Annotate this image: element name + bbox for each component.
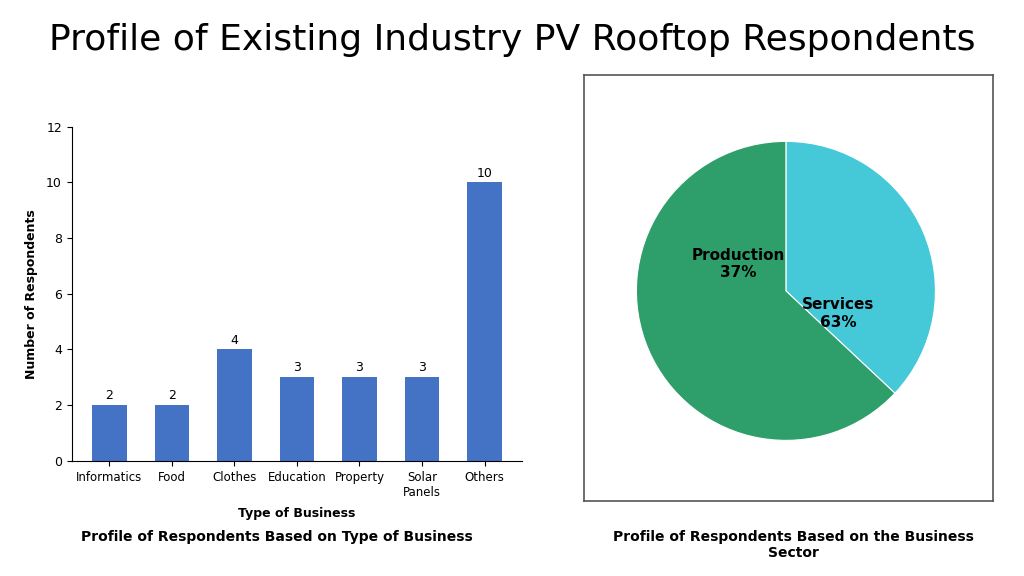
Bar: [404, 377, 439, 461]
Text: 2: 2: [168, 389, 176, 402]
Text: Profile of Respondents Based on the Business
Sector: Profile of Respondents Based on the Busi…: [613, 530, 974, 560]
Text: Production
37%: Production 37%: [691, 248, 784, 280]
Bar: [280, 377, 314, 461]
Text: Profile of Respondents Based on Type of Business: Profile of Respondents Based on Type of …: [81, 530, 472, 544]
Text: 2: 2: [105, 389, 114, 402]
Wedge shape: [637, 141, 895, 441]
Text: Profile of Existing Industry PV Rooftop Respondents: Profile of Existing Industry PV Rooftop …: [49, 23, 975, 57]
Bar: [342, 377, 377, 461]
Text: 10: 10: [476, 166, 493, 180]
Bar: [217, 350, 252, 461]
Bar: [467, 183, 502, 461]
Text: 4: 4: [230, 334, 239, 347]
Wedge shape: [785, 141, 935, 393]
Text: 3: 3: [293, 362, 301, 374]
Bar: [92, 405, 127, 461]
Text: Services
63%: Services 63%: [802, 297, 874, 329]
X-axis label: Type of Business: Type of Business: [239, 507, 355, 520]
Y-axis label: Number of Respondents: Number of Respondents: [25, 209, 38, 378]
Text: 3: 3: [355, 362, 364, 374]
Text: 3: 3: [418, 362, 426, 374]
Bar: [155, 405, 189, 461]
